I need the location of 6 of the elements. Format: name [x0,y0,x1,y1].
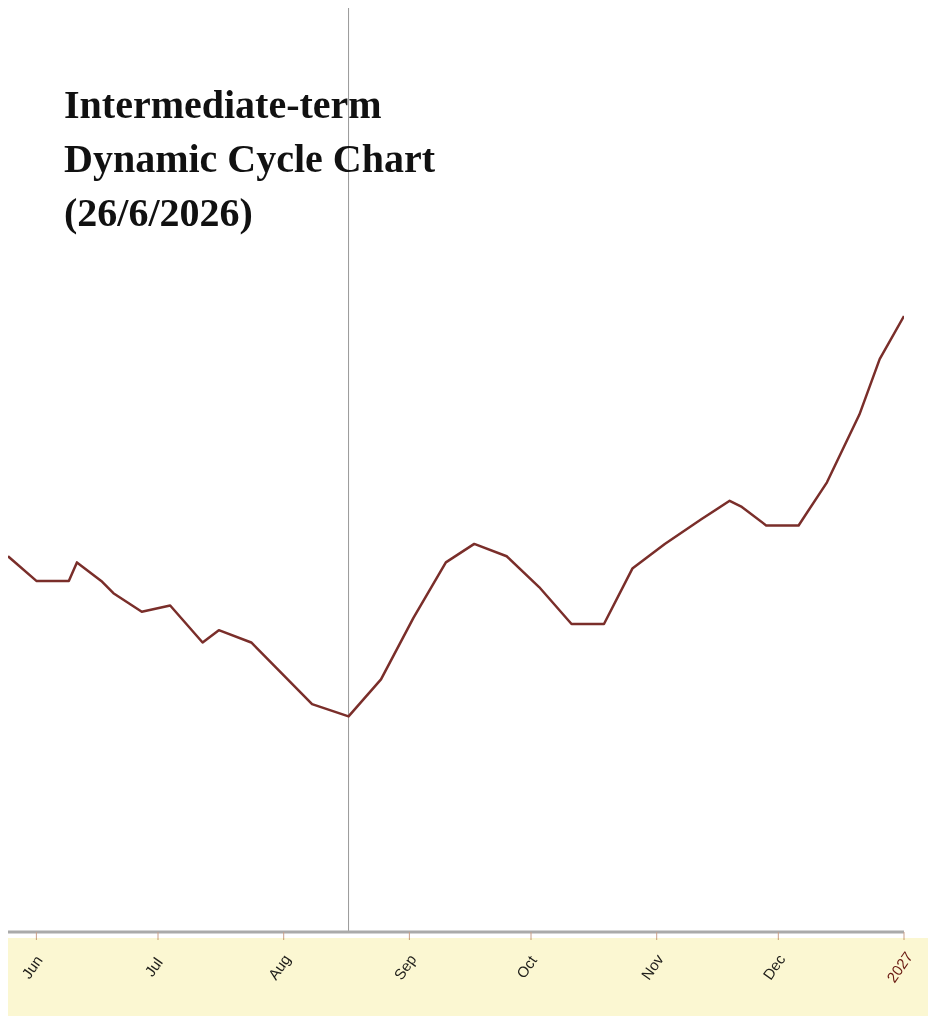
chart-title: Intermediate-term Dynamic Cycle Chart (26/6/2026) [64,81,436,237]
x-tick-label: Jul [141,954,166,980]
x-tick-label: Dec [759,950,789,983]
x-tick-label: Oct [512,951,541,982]
x-tick-label: Jun [17,952,46,982]
x-tick-label: Sep [390,951,420,983]
